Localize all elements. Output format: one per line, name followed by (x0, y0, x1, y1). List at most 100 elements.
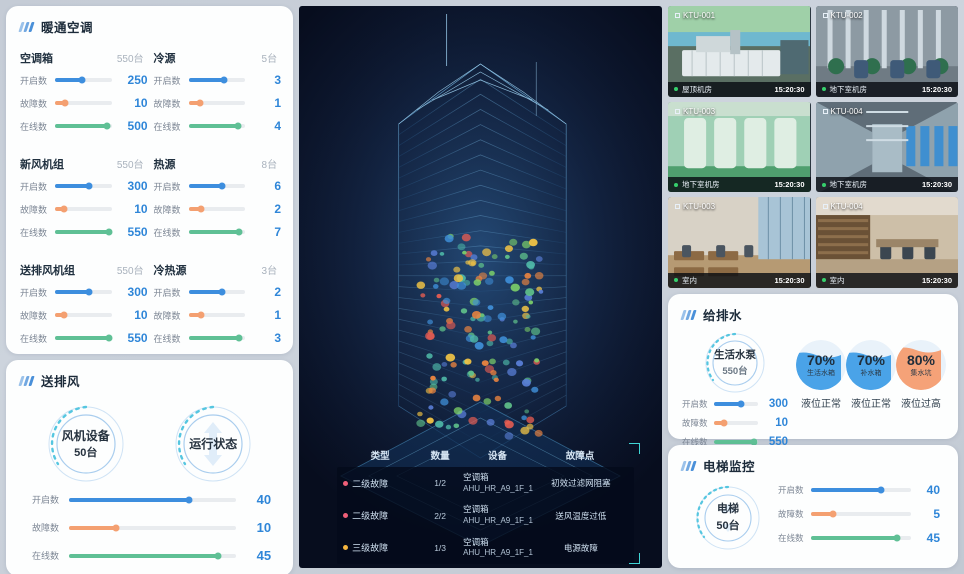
camera-tile[interactable]: KTU-002 地下室机房 15:20:30 (815, 6, 958, 97)
slider-row[interactable]: 在线数 500 (20, 119, 148, 133)
slider-track[interactable] (69, 552, 237, 559)
slider-row[interactable]: 开启数 6 (154, 179, 282, 193)
slider-track[interactable] (811, 486, 911, 494)
slider-track[interactable] (188, 311, 246, 319)
slider-row[interactable]: 故障数 10 (682, 417, 788, 429)
slider-row[interactable]: 开启数 2 (154, 285, 282, 299)
slider-track[interactable] (188, 288, 246, 296)
slider-knob[interactable] (60, 205, 68, 213)
slider-track[interactable] (55, 122, 112, 130)
slider-track[interactable] (55, 76, 112, 84)
slider-knob[interactable] (720, 419, 728, 427)
slider-track[interactable] (714, 419, 758, 427)
camera-tile[interactable]: KTU-001 屋顶机房 15:20:30 (668, 6, 811, 97)
tank-gauge[interactable]: 70% 补水箱 液位正常 (846, 340, 896, 410)
slider-row[interactable]: 在线数 7 (154, 225, 282, 239)
slider-knob[interactable] (214, 552, 222, 559)
slider-knob[interactable] (103, 122, 111, 130)
slider-knob[interactable] (85, 182, 93, 190)
slider-knob[interactable] (750, 438, 758, 446)
slider-knob[interactable] (196, 99, 204, 107)
slider-row[interactable]: 故障数 10 (20, 308, 148, 322)
slider-knob[interactable] (105, 334, 113, 342)
slider-knob[interactable] (197, 205, 205, 213)
slider-knob[interactable] (78, 76, 86, 84)
slider-row[interactable]: 故障数 1 (154, 308, 282, 322)
slider-row[interactable]: 故障数 2 (154, 202, 282, 216)
tank-gauge[interactable]: 80% 集水坑 液位过高 (896, 340, 946, 410)
slider-knob[interactable] (218, 182, 226, 190)
slider-track[interactable] (811, 510, 911, 518)
slider-track[interactable] (55, 334, 113, 342)
slider-knob[interactable] (877, 486, 885, 494)
alarm-row[interactable]: 三级故障 1/3 空调箱 AHU_HR_A9_1F_1 电源故障 (337, 532, 634, 564)
slider-knob[interactable] (829, 510, 837, 518)
slider-knob[interactable] (218, 288, 226, 296)
building-3d-scene[interactable]: 类型 数量 设备 故障点 二级故障 1/2 空调箱 AHU_HR_A9_1F_1 初效过… (299, 6, 662, 568)
slider-value: 500 (127, 119, 148, 133)
slider-knob[interactable] (234, 122, 242, 130)
slider-row[interactable]: 在线数 3 (154, 331, 282, 345)
slider-track[interactable] (55, 205, 112, 213)
alarm-row[interactable]: 二级故障 1/2 空调箱 AHU_HR_A9_1F_1 初效过滤网阻塞 (337, 467, 634, 499)
slider-knob[interactable] (235, 228, 243, 236)
slider-track[interactable] (55, 99, 112, 107)
slider-row[interactable]: 开启数 300 (20, 285, 148, 299)
slider-knob[interactable] (60, 311, 68, 319)
slider-row[interactable]: 故障数 10 (20, 96, 148, 110)
tank-gauge[interactable]: 70% 生活水箱 液位正常 (796, 340, 846, 410)
slider-track[interactable] (55, 311, 112, 319)
live-indicator-icon (821, 278, 826, 283)
slider-track[interactable] (188, 76, 246, 84)
slider-knob[interactable] (185, 496, 193, 503)
slider-track[interactable] (188, 205, 246, 213)
slider-row[interactable]: 开启数 300 (682, 398, 788, 410)
slider-track[interactable] (188, 228, 246, 236)
slider-knob[interactable] (220, 76, 228, 84)
slider-knob[interactable] (112, 524, 120, 531)
slider-track[interactable] (55, 228, 113, 236)
slider-row[interactable]: 故障数 1 (154, 96, 282, 110)
camera-feed-image (815, 101, 959, 193)
slider-knob[interactable] (85, 288, 93, 296)
slider-track[interactable] (714, 438, 758, 446)
slider-row[interactable]: 在线数 550 (20, 331, 148, 345)
slider-track[interactable] (69, 524, 237, 531)
slider-track[interactable] (55, 182, 112, 190)
slider-track[interactable] (188, 334, 246, 342)
camera-tile[interactable]: KTU-003 地下室机房 15:20:30 (668, 101, 811, 193)
slider-knob[interactable] (105, 228, 113, 236)
slider-row[interactable]: 开启数 40 (32, 492, 271, 507)
slider-row[interactable]: 开启数 40 (778, 483, 940, 497)
slider-knob[interactable] (197, 311, 205, 319)
camera-tile[interactable]: KTU-004 室内 15:20:30 (815, 197, 958, 288)
slider-track[interactable] (188, 122, 246, 130)
slider-row[interactable]: 故障数 10 (32, 520, 271, 535)
slider-row[interactable]: 故障数 5 (778, 507, 940, 521)
slider-row[interactable]: 开启数 250 (20, 73, 148, 87)
hvac-group-header: 热源 8台 (154, 156, 282, 172)
slider-row[interactable]: 开启数 300 (20, 179, 148, 193)
slider-track[interactable] (55, 288, 112, 296)
slider-track[interactable] (714, 400, 758, 408)
slider-row[interactable]: 故障数 10 (20, 202, 148, 216)
slider-knob[interactable] (61, 99, 69, 107)
alarm-row[interactable]: 二级故障 2/2 空调箱 AHU_HR_A9_1F_1 送风温度过低 (337, 499, 634, 531)
slider-track[interactable] (188, 99, 246, 107)
slider-track[interactable] (188, 182, 246, 190)
severity-dot-icon (343, 513, 349, 519)
slider-knob[interactable] (893, 534, 901, 542)
slider-row[interactable]: 在线数 45 (778, 531, 940, 545)
camera-tile[interactable]: KTU-003 室内 15:20:30 (668, 197, 811, 288)
slider-row[interactable]: 开启数 3 (154, 73, 282, 87)
slider-row[interactable]: 在线数 45 (32, 548, 271, 563)
slider-track[interactable] (69, 496, 237, 503)
camera-timestamp: 15:20:30 (921, 84, 952, 94)
slider-track[interactable] (811, 534, 911, 542)
slider-knob[interactable] (235, 334, 243, 342)
slider-knob[interactable] (737, 400, 745, 408)
camera-tile[interactable]: KTU-004 地下室机房 15:20:30 (815, 101, 959, 193)
slider-row[interactable]: 在线数 550 (20, 225, 148, 239)
hvac-group-header: 新风机组 550台 (20, 156, 148, 172)
slider-row[interactable]: 在线数 4 (154, 119, 282, 133)
